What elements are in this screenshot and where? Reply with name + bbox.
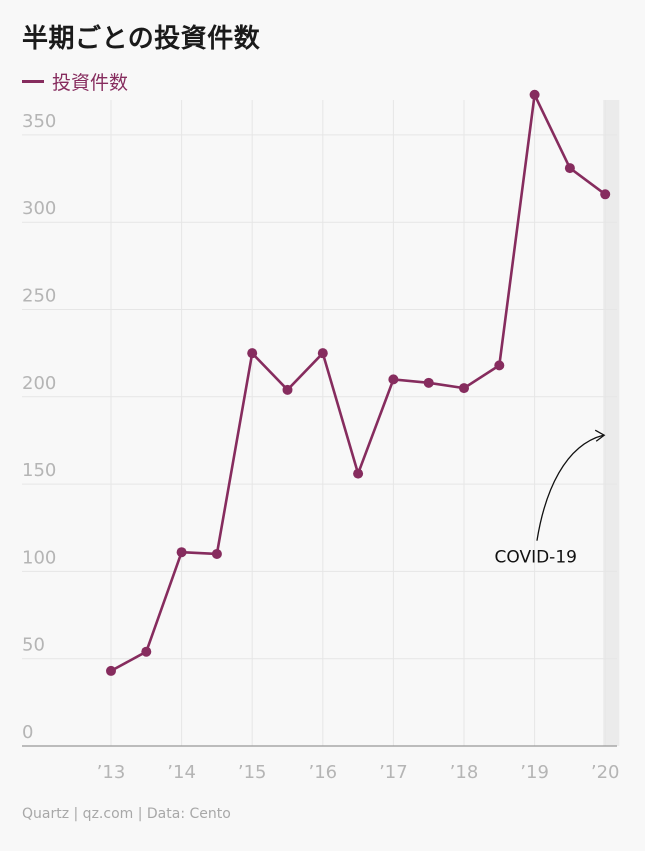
- y-tick-label: 0: [22, 722, 33, 743]
- legend-label: 投資件数: [52, 72, 129, 94]
- data-point: [353, 468, 364, 479]
- x-tick-label: ’16: [308, 762, 337, 783]
- data-point: [600, 189, 611, 200]
- data-point: [211, 548, 222, 559]
- data-point: [564, 163, 575, 174]
- x-tick-label: ’13: [97, 762, 126, 783]
- data-point: [247, 348, 258, 359]
- data-point: [494, 360, 505, 371]
- y-tick-label: 250: [22, 286, 56, 307]
- data-point: [106, 665, 116, 676]
- y-tick-label: 300: [22, 198, 56, 219]
- y-tick-label: 350: [22, 111, 56, 132]
- data-point: [282, 384, 293, 395]
- legend-swatch: [22, 80, 44, 83]
- x-tick-label: ’19: [520, 762, 549, 783]
- x-tick-label: ’17: [379, 762, 408, 783]
- y-tick-label: 100: [22, 547, 56, 568]
- data-point: [317, 348, 328, 359]
- data-point: [176, 547, 187, 558]
- data-point: [423, 377, 434, 388]
- data-point: [529, 89, 540, 100]
- data-point: [141, 646, 152, 657]
- series-line: [110, 93, 606, 673]
- x-tick-label: ’18: [450, 762, 479, 783]
- covid-highlight-band: [603, 100, 620, 746]
- y-tick-label: 150: [22, 460, 56, 481]
- x-tick-label: ’20: [591, 762, 620, 783]
- chart-title: 半期ごとの投資件数: [22, 24, 261, 54]
- y-tick-label: 50: [22, 635, 45, 656]
- source-footer: Quartz | qz.com | Data: Cento: [22, 806, 231, 822]
- y-tick-label: 200: [22, 373, 56, 394]
- data-point: [388, 374, 399, 385]
- annotation-label: COVID-19: [495, 548, 577, 568]
- annotation-arrow: [536, 434, 604, 541]
- x-tick-label: ’15: [238, 762, 267, 783]
- data-point: [459, 383, 469, 394]
- legend: 投資件数: [22, 68, 128, 95]
- annotation-arrowhead: [594, 429, 606, 442]
- x-tick-label: ’14: [167, 762, 196, 783]
